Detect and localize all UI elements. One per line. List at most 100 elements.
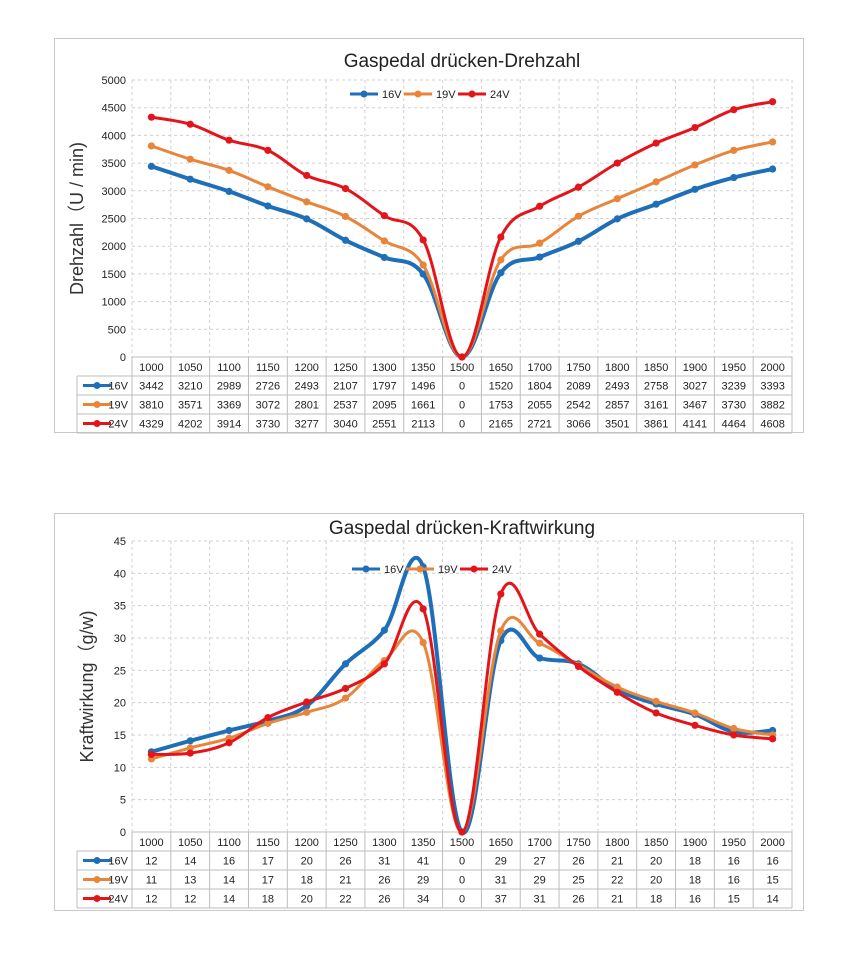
data-point-19V [303, 198, 311, 206]
data-point-19V [225, 166, 233, 174]
table-cell-value: 3210 [178, 381, 202, 393]
x-tick-label: 1800 [605, 837, 629, 849]
data-point-19V [341, 212, 350, 221]
x-tick-label: 1000 [139, 837, 163, 849]
y-tick-label: 1000 [102, 297, 126, 309]
x-tick-label: 1200 [294, 362, 318, 374]
table-cell-value: 14 [184, 856, 196, 868]
table-cell-value: 14 [223, 894, 235, 906]
table-series-name: 24V [108, 419, 128, 431]
y-tick-label: 2500 [102, 214, 126, 226]
x-tick-label: 1000 [139, 362, 163, 374]
data-point-24V [147, 750, 156, 758]
data-point-16V [186, 175, 194, 183]
data-point-19V [730, 724, 738, 733]
data-point-19V [652, 697, 660, 705]
table-cell-value: 18 [650, 894, 662, 906]
data-point-16V [380, 253, 388, 262]
table-cell-value: 4329 [139, 419, 163, 431]
data-point-24V [341, 184, 350, 193]
data-point-19V [691, 709, 699, 717]
x-tick-label: 1300 [372, 362, 396, 374]
x-tick-label: 1750 [566, 362, 590, 374]
data-point-16V [147, 162, 156, 170]
y-axis-label: Kraftwirkung（g/w) [77, 610, 97, 762]
table-cell-value: 1661 [411, 400, 435, 412]
legend-swatch-marker [414, 90, 422, 98]
data-point-24V [380, 660, 388, 668]
table-cell-value: 34 [417, 894, 429, 906]
table-cell-value: 29 [495, 856, 507, 868]
x-tick-label: 1200 [294, 837, 318, 849]
data-point-16V [380, 626, 388, 634]
y-tick-label: 0 [120, 352, 126, 364]
data-point-24V [768, 735, 777, 743]
chart-kraftwirkung: Gaspedal drücken-Kraftwirkung Kraftwirkun… [76, 518, 793, 909]
data-point-24V [652, 139, 660, 147]
table-series-name: 16V [108, 856, 128, 868]
table-cell-value: 1496 [411, 381, 435, 393]
data-point-19V [768, 138, 777, 146]
table-cell-value: 2721 [527, 419, 551, 431]
data-point-19V [186, 744, 194, 752]
x-tick-label: 1650 [489, 362, 513, 374]
table-cell-value: 12 [184, 894, 196, 906]
table-cell-value: 0 [459, 419, 465, 431]
x-tick-label: 1050 [178, 362, 202, 374]
x-tick-label: 2000 [760, 362, 784, 374]
table-cell-value: 14 [223, 875, 235, 887]
table-cell-value: 12 [145, 856, 157, 868]
table-cell-value: 29 [534, 875, 546, 887]
data-point-19V [147, 142, 156, 150]
data-point-16V [691, 185, 699, 193]
x-tick-label: 1250 [333, 837, 357, 849]
legend-swatch-marker [470, 565, 478, 573]
x-tick-label: 1950 [722, 837, 746, 849]
data-point-16V [264, 202, 272, 210]
table-cell-value: 31 [534, 894, 546, 906]
data-point-24V [574, 183, 583, 191]
series-line-24V [149, 100, 775, 359]
table-cell-value: 26 [378, 875, 390, 887]
data-point-19V [419, 638, 427, 647]
data-point-24V [574, 662, 583, 671]
table-cell-value: 25 [572, 875, 584, 887]
table-cell-value: 4608 [760, 419, 784, 431]
table-legend-marker [93, 857, 101, 864]
data-point-19V [536, 639, 544, 647]
table-cell-value: 16 [689, 894, 701, 906]
table-cell-value: 16 [223, 856, 235, 868]
table-cell-value: 2801 [294, 400, 318, 412]
data-point-24V [458, 353, 466, 361]
x-tick-label: 2000 [760, 837, 784, 849]
data-point-16V [574, 237, 583, 245]
table-cell-value: 3861 [644, 419, 668, 431]
table-cell-value: 1797 [372, 381, 396, 393]
x-tick-label: 1650 [489, 837, 513, 849]
y-tick-label: 5000 [102, 75, 126, 87]
y-axis-label: Drehzahl（U / min) [67, 142, 87, 295]
table-cell-value: 14 [766, 894, 778, 906]
table-cell-value: 2165 [489, 419, 513, 431]
data-point-24V [536, 630, 544, 638]
table-cell-value: 2113 [411, 419, 435, 431]
table-cell-value: 4202 [178, 419, 202, 431]
table-cell-value: 2537 [333, 400, 357, 412]
data-point-16V [497, 269, 505, 277]
table-cell-value: 27 [534, 856, 546, 868]
data-point-19V [497, 256, 505, 264]
table-cell-value: 3277 [294, 419, 318, 431]
table-cell-value: 2095 [372, 400, 396, 412]
data-point-19V [419, 261, 427, 269]
y-tick-label: 5 [120, 795, 126, 807]
x-tick-label: 1750 [566, 837, 590, 849]
table-cell-value: 1804 [527, 381, 551, 393]
table-cell-value: 2107 [333, 381, 357, 393]
table-cell-value: 21 [339, 875, 351, 887]
data-point-24V [730, 731, 738, 739]
data-point-16V [613, 215, 621, 223]
data-point-19V [613, 195, 621, 203]
data-point-24V [691, 123, 699, 132]
y-tick-label: 500 [108, 324, 126, 336]
table-cell-value: 17 [262, 875, 274, 887]
